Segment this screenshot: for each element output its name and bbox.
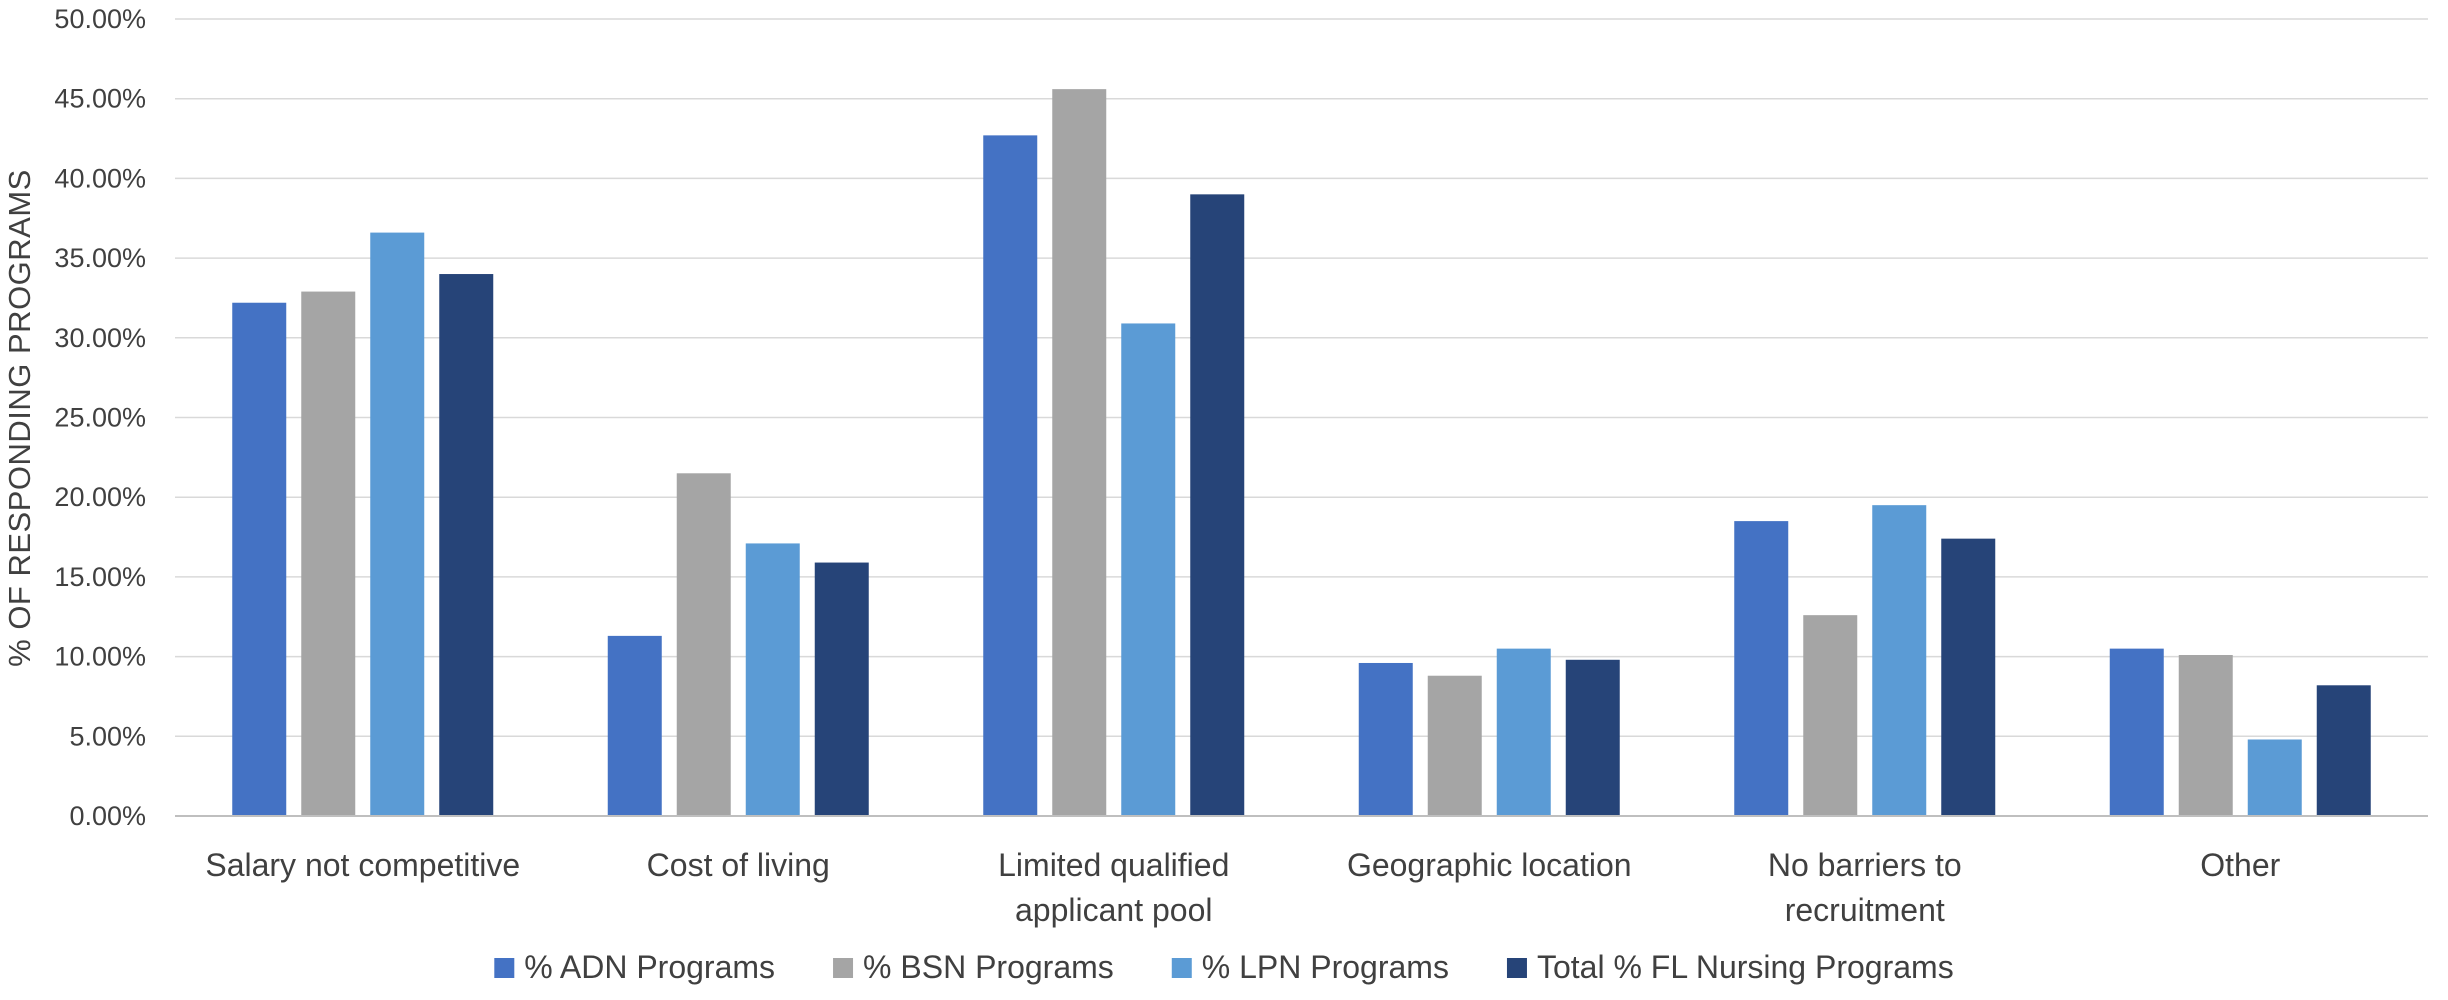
bar (607, 635, 662, 816)
x-tick-label: Cost of living (647, 847, 830, 883)
bar (814, 562, 869, 816)
bar (1734, 521, 1789, 816)
bar (1941, 538, 1996, 816)
legend-item: % BSN Programs (833, 949, 1114, 985)
y-tick-label: 45.00% (54, 84, 146, 114)
legend: % ADN Programs % BSN Programs % LPN Progra… (494, 949, 1954, 985)
bar (676, 473, 731, 816)
legend-label: % LPN Programs (1202, 949, 1449, 985)
x-tick-label: Other (2200, 847, 2280, 883)
legend-label: % BSN Programs (863, 949, 1114, 985)
bar (1052, 89, 1107, 817)
bar (1427, 675, 1482, 816)
x-tick-label: Limited qualified applicant pool (998, 847, 1229, 928)
gridlines (175, 18, 2428, 738)
x-tick-label: Salary not competitive (205, 847, 520, 883)
bars (232, 89, 2371, 817)
bar (1121, 323, 1176, 816)
bar (439, 274, 494, 816)
bar (2178, 655, 2233, 816)
bar (2109, 648, 2164, 816)
legend-label: % ADN Programs (524, 949, 775, 985)
x-tick-label: No barriers to recruitment (1768, 847, 1962, 928)
bar (1803, 615, 1858, 816)
bar (745, 543, 800, 816)
bar (1872, 505, 1927, 816)
legend-label: Total % FL Nursing Programs (1537, 949, 1954, 985)
bar (232, 302, 287, 816)
y-tick-label: 40.00% (54, 163, 146, 193)
bar (370, 232, 425, 816)
y-tick-label: 20.00% (54, 482, 146, 512)
y-axis-title: % OF RESPONDING PROGRAMS (2, 169, 37, 667)
y-tick-label: 15.00% (54, 562, 146, 592)
y-tick-label: 50.00% (54, 4, 146, 34)
y-tick-label: 30.00% (54, 323, 146, 353)
legend-swatch (1506, 958, 1527, 978)
y-tick-label: 5.00% (69, 721, 146, 751)
y-tick-label: 0.00% (69, 801, 146, 831)
x-tick-label: Geographic location (1347, 847, 1632, 883)
y-tick-label: 35.00% (54, 243, 146, 273)
bar (1358, 662, 1413, 816)
y-tick-label: 25.00% (54, 403, 146, 433)
legend-swatch (494, 958, 515, 978)
legend-item: Total % FL Nursing Programs (1506, 949, 1954, 985)
legend-swatch (833, 958, 854, 978)
bar (1190, 194, 1245, 817)
bar (983, 135, 1038, 816)
bar (1496, 648, 1551, 816)
legend-item: % ADN Programs (494, 949, 775, 985)
y-tick-label: 10.00% (54, 642, 146, 672)
y-axis-tick-labels: 0.00% 5.00% 10.00% 15.00% 20.00% 25.00% 30.00%… (54, 4, 146, 831)
bar (1565, 659, 1620, 816)
bar (301, 291, 356, 817)
x-axis-category-labels: Salary not competitive Cost of living Limi… (205, 847, 2280, 928)
bar (2247, 739, 2302, 816)
bar (2316, 685, 2371, 816)
legend-item: % LPN Programs (1171, 949, 1449, 985)
legend-swatch (1171, 958, 1192, 978)
